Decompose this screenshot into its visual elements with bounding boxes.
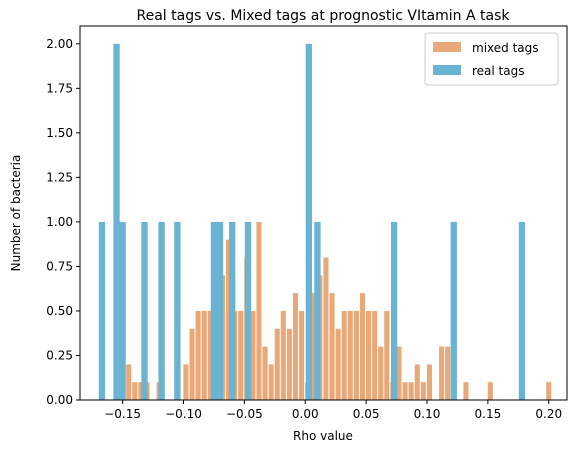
bar-mixed-tags xyxy=(292,293,299,400)
bar-real-tags xyxy=(174,221,181,400)
legend-label-real-tags: real tags xyxy=(472,64,524,78)
bar-real-tags xyxy=(141,221,148,400)
bar-real-tags xyxy=(216,221,224,400)
x-tick-label: 0.20 xyxy=(535,407,562,421)
bar-real-tags xyxy=(119,221,126,400)
bar-mixed-tags xyxy=(341,310,347,400)
bar-mixed-tags xyxy=(299,310,305,400)
bar-real-tags xyxy=(98,221,106,400)
bar-mixed-tags xyxy=(546,382,552,400)
bar-mixed-tags xyxy=(402,382,408,400)
bar-mixed-tags xyxy=(329,293,335,400)
bar-real-tags xyxy=(158,221,165,400)
bar-mixed-tags xyxy=(378,346,384,400)
y-tick-label: 1.50 xyxy=(46,126,73,140)
bar-mixed-tags xyxy=(439,346,445,400)
bar-mixed-tags xyxy=(207,310,213,400)
bar-mixed-tags xyxy=(280,310,286,400)
y-axis-title: Number of bacteria xyxy=(9,155,23,272)
bar-mixed-tags xyxy=(238,310,244,400)
bar-mixed-tags xyxy=(132,382,138,400)
x-axis: −0.15 −0.10 −0.05 0.00 0.05 0.10 0.15 0.20 xyxy=(104,400,562,421)
bar-mixed-tags xyxy=(372,310,378,400)
x-axis-title: Rho value xyxy=(293,429,353,443)
y-tick-label: 1.00 xyxy=(46,215,73,229)
bar-mixed-tags xyxy=(225,239,232,400)
bar-mixed-tags xyxy=(426,364,432,400)
legend-swatch-mixed-tags xyxy=(433,42,461,52)
y-tick-label: 1.25 xyxy=(46,170,73,184)
bar-real-tags xyxy=(244,221,252,400)
plot-frame xyxy=(79,25,568,401)
y-tick-label: 0.25 xyxy=(46,348,73,362)
bar-mixed-tags xyxy=(183,364,189,400)
bar-mixed-tags xyxy=(463,382,469,400)
bar-real-tags xyxy=(450,221,457,400)
bar-mixed-tags xyxy=(256,221,262,400)
bar-mixed-tags xyxy=(384,310,390,400)
x-tick-label: −0.10 xyxy=(165,407,202,421)
bar-real-tags xyxy=(229,221,236,400)
legend-label-mixed-tags: mixed tags xyxy=(472,41,539,55)
bar-mixed-tags xyxy=(323,257,329,400)
legend-swatch-real-tags xyxy=(433,65,461,75)
bars-layer xyxy=(98,43,552,401)
y-axis: 0.00 0.25 0.50 0.75 1.00 1.25 1.50 1.75 2.00 xyxy=(46,37,80,407)
bar-mixed-tags xyxy=(286,328,292,400)
bar-mixed-tags xyxy=(274,328,280,400)
y-tick-label: 0.00 xyxy=(46,393,73,407)
bar-real-tags xyxy=(210,221,218,400)
bar-real-tags xyxy=(314,221,321,400)
bar-mixed-tags xyxy=(487,382,493,400)
bar-mixed-tags xyxy=(445,346,451,400)
bar-mixed-tags xyxy=(420,382,426,400)
bar-mixed-tags xyxy=(408,382,414,400)
bar-mixed-tags xyxy=(365,310,372,400)
bar-real-tags xyxy=(113,43,120,401)
bar-mixed-tags xyxy=(262,346,268,400)
x-tick-label: 0.00 xyxy=(292,407,319,421)
chart-title: Real tags vs. Mixed tags at prognostic V… xyxy=(137,8,511,24)
bar-mixed-tags xyxy=(138,382,144,400)
bar-mixed-tags xyxy=(189,328,195,400)
bar-real-tags xyxy=(390,221,398,400)
x-tick-label: 0.15 xyxy=(475,407,502,421)
y-tick-label: 2.00 xyxy=(46,37,73,51)
y-tick-label: 1.75 xyxy=(46,81,73,95)
bar-real-tags xyxy=(518,221,526,400)
bar-mixed-tags xyxy=(414,364,420,400)
bar-mixed-tags xyxy=(201,310,207,400)
bar-mixed-tags xyxy=(268,364,274,400)
bar-mixed-tags xyxy=(359,293,366,400)
x-tick-label: −0.05 xyxy=(226,407,263,421)
bar-mixed-tags xyxy=(250,310,256,400)
bar-mixed-tags xyxy=(335,328,341,400)
x-tick-label: 0.10 xyxy=(414,407,441,421)
y-tick-label: 0.75 xyxy=(46,259,73,273)
x-tick-label: 0.05 xyxy=(353,407,380,421)
bar-mixed-tags xyxy=(347,310,353,400)
bar-mixed-tags xyxy=(396,346,402,400)
bar-mixed-tags xyxy=(195,310,201,400)
bar-mixed-tags xyxy=(311,293,317,400)
y-tick-label: 0.50 xyxy=(46,304,73,318)
bar-real-tags xyxy=(305,43,313,401)
x-tick-label: −0.15 xyxy=(104,407,141,421)
bar-mixed-tags xyxy=(126,364,132,400)
legend: mixed tags real tags xyxy=(424,32,559,86)
bar-mixed-tags xyxy=(353,310,359,400)
